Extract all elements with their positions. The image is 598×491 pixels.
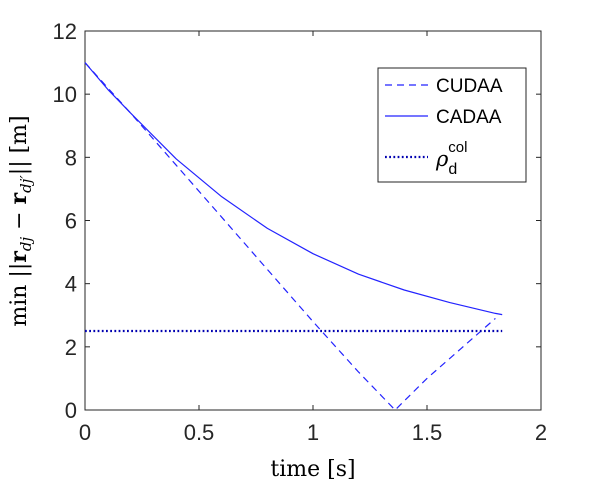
legend: CUDAA CADAA ρdcol — [377, 67, 527, 183]
x-tick-label: 1 — [307, 420, 319, 445]
y-axis-label: min ||rdj − rdj′|| [m] — [6, 115, 35, 326]
legend-label-cudaa: CUDAA — [436, 76, 503, 97]
y-tick-label: 0 — [65, 398, 77, 423]
y-tick-label: 12 — [53, 19, 77, 44]
x-axis-label: time [s] — [270, 457, 355, 482]
x-tick-label: 0.5 — [184, 420, 215, 445]
legend-label-cadaa: CADAA — [436, 107, 502, 128]
x-tick-label: 0 — [79, 420, 91, 445]
y-tick-label: 4 — [65, 272, 77, 297]
series-line-1 — [84, 62, 503, 316]
x-tick-label: 2 — [535, 420, 547, 445]
axis-ticks: 0 0.5 1 1.5 2 0 2 4 6 8 10 12 — [53, 19, 548, 445]
legend-box — [377, 67, 527, 183]
y-tick-label: 10 — [53, 82, 77, 107]
y-tick-label: 8 — [65, 145, 77, 170]
legend-label-rho: ρdcol — [435, 139, 467, 178]
series-layer — [84, 62, 503, 411]
y-tick-label: 2 — [65, 335, 77, 360]
x-tick-label: 1.5 — [412, 420, 443, 445]
y-tick-label: 6 — [65, 209, 77, 234]
